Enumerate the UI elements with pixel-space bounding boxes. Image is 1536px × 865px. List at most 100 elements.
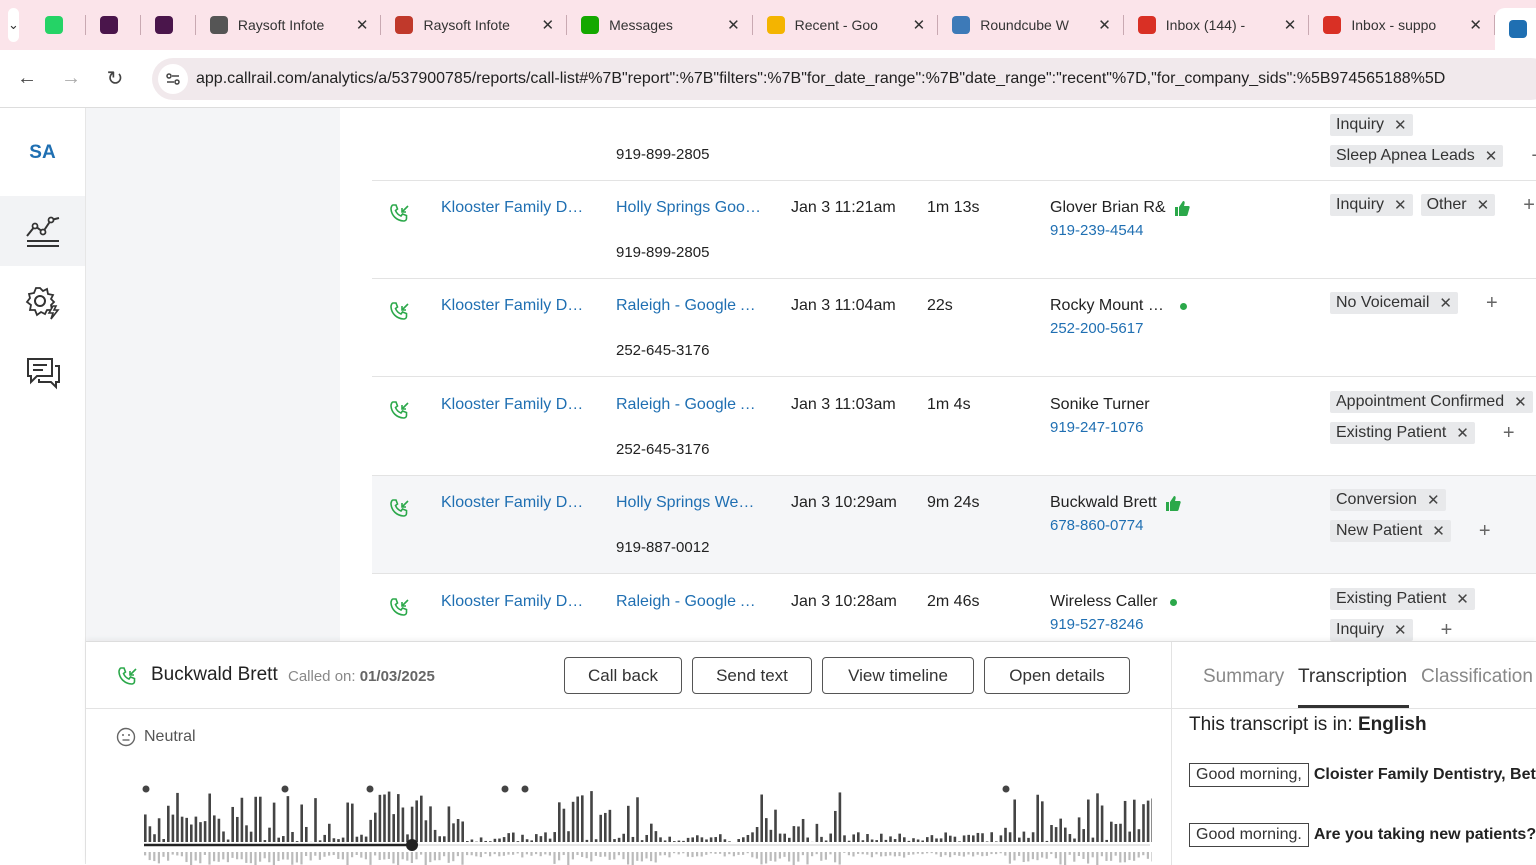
source-link[interactable]: Holly Springs Website [616,494,761,512]
browser-tab[interactable]: Messages✕ [567,7,752,43]
site-info-icon[interactable] [158,64,188,94]
send-text-button[interactable]: Send text [692,657,812,694]
remove-tag-icon[interactable]: ✕ [1477,196,1490,214]
address-bar[interactable]: app.callrail.com/analytics/a/537900785/r… [152,58,1536,100]
conversations-nav-item[interactable] [0,338,85,408]
waveform-bar [199,822,202,842]
tag-line: Sleep Apnea Leads ✕ + [1330,145,1536,167]
view-timeline-button[interactable]: View timeline [822,657,974,694]
browser-tab[interactable]: Raysoft Infote✕ [196,7,381,43]
browser-tab[interactable]: Raysoft Infote✕ [381,7,566,43]
waveform-bar [420,796,423,842]
browser-tab[interactable] [86,7,140,43]
company-link[interactable]: Klooster Family Dentistry [441,396,591,414]
waveform-bar [760,852,762,864]
waveform-bar [241,798,244,842]
close-tab-icon[interactable]: ✕ [727,16,740,34]
company-link[interactable]: Klooster Family Dentistry [441,199,591,217]
browser-tab[interactable]: Recent - Goo✕ [753,7,938,43]
browser-tab[interactable] [141,7,195,43]
back-arrow-icon[interactable]: ← [10,62,44,96]
waveform-bar [415,852,417,859]
caller-phone-link[interactable]: 252-200-5617 [1050,320,1143,337]
browser-tab[interactable]: Inbox (144) -✕ [1124,7,1309,43]
active-tab-underline [1298,705,1409,708]
table-row[interactable]: Klooster Family Dentistry Raleigh - Googl… [372,575,1536,641]
close-tab-icon[interactable]: ✕ [356,16,369,34]
browser-tab[interactable]: Call [1495,8,1536,50]
remove-tag-icon[interactable]: ✕ [1485,147,1498,165]
caller-phone-link[interactable]: 678-860-0774 [1050,517,1143,534]
remove-tag-icon[interactable]: ✕ [1514,393,1527,411]
tab-summary[interactable]: Summary [1203,666,1284,688]
remove-tag-icon[interactable]: ✕ [1394,196,1407,214]
tab-transcription[interactable]: Transcription [1298,666,1407,688]
waveform-bar [346,803,349,842]
waveform-bar [590,791,593,842]
remove-tag-icon[interactable]: ✕ [1456,590,1469,608]
tab-search-chevron-icon[interactable]: ⌄ [8,8,19,42]
remove-tag-icon[interactable]: ✕ [1432,522,1445,540]
waveform-bar [342,838,345,842]
url-text[interactable]: app.callrail.com/analytics/a/537900785/r… [196,70,1445,88]
caller-phone-link[interactable]: 919-527-8246 [1050,616,1143,633]
waveform-bar [1046,852,1048,859]
waveform-bar [576,852,578,855]
table-row[interactable]: Klooster Family Dentistry Raleigh - Googl… [372,279,1536,377]
remove-tag-icon[interactable]: ✕ [1394,116,1407,134]
company-link[interactable]: Klooster Family Dentistry [441,297,591,315]
add-tag-icon[interactable]: + [1523,194,1535,217]
settings-nav-item[interactable] [0,268,85,338]
caller-phone-link[interactable]: 919-239-4544 [1050,222,1143,239]
close-tab-icon[interactable]: ✕ [1098,16,1111,34]
waveform-bar [1032,852,1034,859]
waveform-bar [471,839,474,842]
waveform-bar [282,852,284,859]
source-link[interactable]: Raleigh - Google Ads [616,396,761,414]
add-tag-icon[interactable]: + [1479,520,1491,543]
remove-tag-icon[interactable]: ✕ [1439,294,1452,312]
account-initials[interactable]: SA [0,142,85,164]
reload-icon[interactable]: ↻ [98,62,132,96]
waveform-bar [875,852,877,854]
source-link[interactable]: Holly Springs Google [616,199,761,217]
add-tag-icon[interactable]: + [1486,292,1498,315]
open-details-button[interactable]: Open details [984,657,1130,694]
waveform-bar [526,852,528,854]
waveform-bar [967,835,970,842]
waveform-bar [581,852,583,857]
remove-tag-icon[interactable]: ✕ [1394,621,1407,639]
add-tag-icon[interactable]: + [1531,145,1536,168]
waveform-bar [1151,852,1152,861]
tab-classification[interactable]: Classification [1421,666,1533,688]
analytics-nav-item[interactable] [0,196,85,266]
close-tab-icon[interactable]: ✕ [541,16,554,34]
waveform-bar [765,818,768,842]
browser-tab[interactable] [31,7,85,43]
table-row[interactable]: Klooster Family Dentistry Holly Springs W… [372,476,1536,574]
forward-arrow-icon[interactable]: → [54,62,88,96]
close-tab-icon[interactable]: ✕ [1284,16,1297,34]
add-tag-icon[interactable]: + [1441,619,1453,642]
tag-label: Sleep Apnea Leads [1336,147,1475,165]
waveform-bar [770,830,773,842]
company-link[interactable]: Klooster Family Dentistry [441,494,591,512]
company-link[interactable]: Klooster Family Dentistry [441,593,591,611]
call-back-button[interactable]: Call back [564,657,682,694]
close-tab-icon[interactable]: ✕ [1469,16,1482,34]
close-tab-icon[interactable]: ✕ [913,16,926,34]
remove-tag-icon[interactable]: ✕ [1456,424,1469,442]
table-row[interactable]: Klooster Family Dentistry Raleigh - Googl… [372,378,1536,476]
browser-tab[interactable]: Roundcube W✕ [938,7,1123,43]
caller-phone-link[interactable]: 919-247-1076 [1050,419,1143,436]
waveform-bar [397,852,399,865]
waveform-bar [475,852,477,856]
table-row[interactable]: Klooster Family Dentistry Holly Springs G… [372,181,1536,279]
add-tag-icon[interactable]: + [1503,422,1515,445]
source-link[interactable]: Raleigh - Google Ads [616,297,761,315]
remove-tag-icon[interactable]: ✕ [1427,491,1440,509]
audio-waveform[interactable] [142,782,1152,865]
browser-tab[interactable]: Inbox - suppo✕ [1309,7,1494,43]
source-link[interactable]: Raleigh - Google Ads [616,593,761,611]
